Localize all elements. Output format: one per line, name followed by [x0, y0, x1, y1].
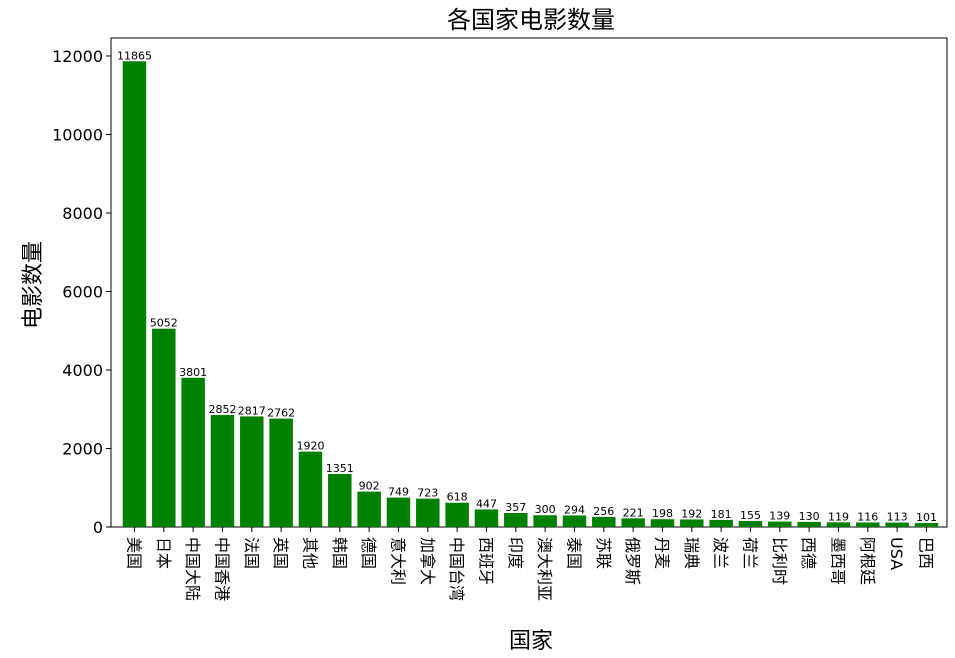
x-tick-label: 西德	[799, 537, 818, 569]
bar	[298, 451, 323, 527]
value-label: 1351	[326, 462, 354, 475]
bar	[680, 519, 704, 527]
x-tick-label: 中国香港	[212, 537, 231, 601]
value-label: 294	[564, 503, 585, 516]
x-axis-label: 国家	[509, 629, 553, 654]
bar	[181, 377, 205, 527]
value-label: 11865	[117, 49, 152, 62]
value-label: 119	[828, 510, 849, 523]
x-tick-label: 其他	[300, 537, 319, 569]
x-tick-label: 意大利	[388, 537, 407, 585]
bar	[709, 519, 733, 527]
bar	[152, 328, 176, 527]
x-tick-label: 苏联	[594, 537, 613, 569]
bar	[592, 516, 616, 527]
x-tick-label: 瑞典	[682, 537, 701, 569]
bar	[474, 509, 499, 527]
bar	[386, 497, 411, 527]
value-label: 618	[447, 491, 468, 504]
bar	[738, 520, 763, 527]
value-label: 221	[623, 506, 644, 519]
x-tick-label: 德国	[359, 537, 378, 569]
y-tick-label: 2000	[62, 439, 103, 458]
x-tick-label: 澳大利亚	[535, 537, 554, 601]
x-tick-label: 英国	[271, 537, 290, 569]
bar	[504, 512, 528, 527]
x-tick-label: 印度	[506, 537, 525, 569]
bar	[562, 515, 587, 527]
value-label: 256	[593, 505, 614, 518]
value-label: 101	[916, 511, 937, 524]
bar	[621, 518, 645, 527]
x-tick-label: 日本	[154, 537, 173, 569]
value-label: 181	[711, 508, 732, 521]
value-label: 139	[769, 510, 790, 523]
x-tick-label: 荷兰	[740, 537, 759, 569]
value-label: 749	[388, 486, 409, 499]
value-label: 3801	[179, 366, 207, 379]
value-label: 300	[535, 503, 556, 516]
value-label: 198	[652, 507, 673, 520]
value-label: 113	[887, 511, 908, 524]
y-tick-label: 10000	[52, 125, 103, 144]
bar	[856, 522, 880, 527]
x-tick-label: 中国大陆	[183, 537, 202, 601]
bar	[122, 61, 147, 527]
value-label: 116	[857, 510, 878, 523]
value-label: 357	[505, 501, 526, 514]
x-tick-label: 墨西哥	[828, 537, 847, 585]
bar	[885, 522, 909, 527]
value-label: 2817	[238, 404, 266, 417]
value-label: 155	[740, 509, 761, 522]
x-tick-label: 巴西	[916, 537, 935, 569]
y-axis-label: 电影数量	[21, 241, 46, 329]
value-label: 902	[359, 480, 380, 493]
bar	[416, 498, 440, 527]
bar	[914, 523, 939, 527]
bar	[210, 415, 235, 527]
bar	[826, 522, 851, 527]
y-tick-label: 4000	[62, 361, 103, 380]
x-tick-label: 法国	[242, 537, 261, 569]
bar	[445, 502, 469, 527]
bar	[768, 521, 792, 527]
chart-title: 各国家电影数量	[447, 6, 615, 34]
bar	[269, 418, 293, 527]
y-tick-label: 8000	[62, 204, 103, 223]
bar	[650, 519, 675, 527]
value-label: 447	[476, 497, 497, 510]
value-label: 192	[681, 507, 702, 520]
x-tick-label: 加拿大	[418, 537, 437, 585]
x-tick-label: 美国	[124, 537, 143, 569]
bar	[533, 515, 557, 527]
value-label: 723	[417, 487, 438, 500]
x-tick-label: 俄罗斯	[623, 537, 642, 585]
value-label: 5052	[150, 317, 178, 330]
bar	[357, 491, 381, 527]
x-tick-label: 西班牙	[476, 537, 495, 585]
x-tick-label: 韩国	[330, 537, 349, 569]
x-tick-label: 泰国	[564, 537, 583, 569]
value-label: 1920	[296, 440, 324, 453]
x-tick-label: 比利时	[770, 537, 789, 585]
x-tick-label: 中国台湾	[447, 537, 466, 601]
x-tick-label: USA	[887, 537, 906, 570]
y-tick-label: 12000	[52, 47, 103, 66]
y-tick-label: 6000	[62, 282, 103, 301]
x-tick-label: 丹麦	[652, 537, 671, 569]
bar	[797, 521, 821, 527]
plot-frame	[110, 37, 948, 528]
bar	[328, 473, 352, 527]
x-tick-label: 波兰	[711, 537, 730, 569]
value-label: 2762	[267, 407, 295, 420]
bar	[240, 416, 264, 527]
value-label: 130	[799, 510, 820, 523]
y-tick-label: 0	[93, 518, 103, 537]
x-tick-label: 阿根廷	[858, 537, 877, 585]
value-label: 2852	[208, 403, 236, 416]
